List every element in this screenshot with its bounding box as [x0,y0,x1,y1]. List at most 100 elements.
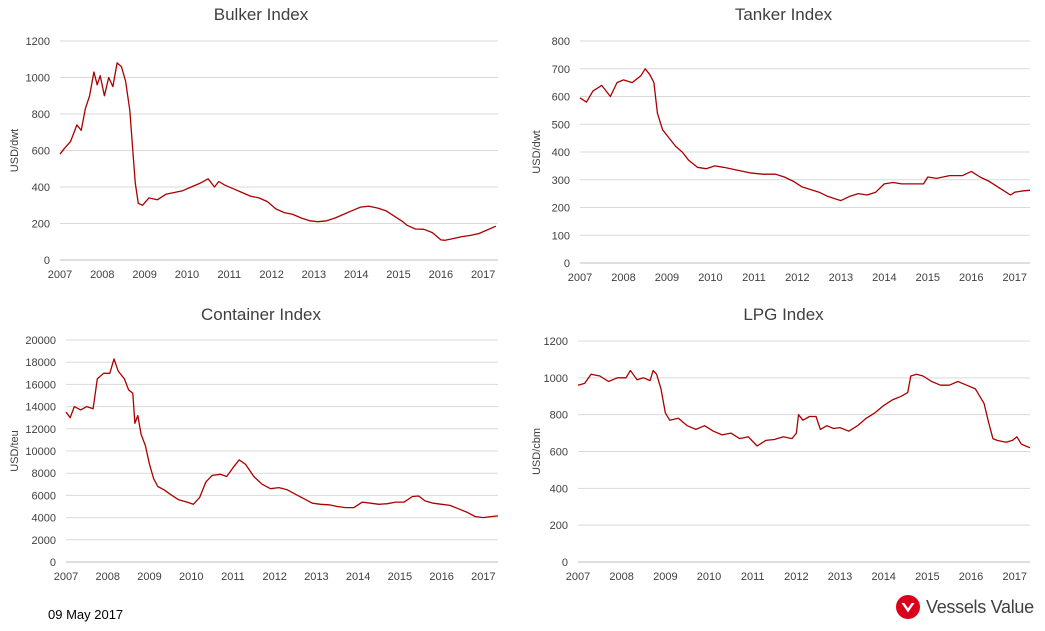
x-tick-label: 2010 [175,269,199,281]
x-tick-label: 2017 [1003,272,1027,284]
tanker-index-chart: Tanker Index USD/dwt 0 100 200 300 400 500 600 70… [522,0,1045,300]
tanker-index-title: Tanker Index [735,5,833,24]
x-tick-label: 2014 [344,269,368,281]
container-index-svg: Container Index USD/teu 0 2000 4000 6000 8000 1… [9,305,499,583]
container-index-series-line [65,358,499,519]
y-tick-label: 700 [552,64,570,76]
y-tick-label: 20000 [25,335,56,347]
x-tick-label: 2013 [828,571,852,583]
tanker-index-y-axis-label: USD/dwt [531,130,543,173]
y-tick-label: 0 [44,255,50,267]
brand-name: Vessels Value [926,596,1034,617]
x-tick-label: 2017 [471,571,495,583]
vessels-value-logo: Vessels Value [896,594,1034,620]
y-tick-label: 200 [552,203,570,215]
y-tick-label: 200 [550,520,568,532]
x-tick-label: 2007 [568,272,592,284]
x-tick-label: 2016 [959,272,983,284]
x-tick-label: 2017 [1002,571,1026,583]
x-tick-label: 2015 [916,272,940,284]
y-tick-label: 400 [32,182,50,194]
x-tick-label: 2014 [872,272,896,284]
y-tick-label: 2000 [32,535,56,547]
report-date: 09 May 2017 [48,607,124,622]
y-tick-label: 16000 [25,379,56,391]
x-tick-label: 2007 [48,269,72,281]
lpg-index-svg: LPG Index USD/cbm 0 200 400 600 800 1000 1200 200… [531,305,1031,583]
x-tick-label: 2009 [655,272,679,284]
bulker-index-y-axis-label: USD/dwt [9,129,21,172]
y-tick-label: 1000 [26,73,50,85]
container-index-title: Container Index [201,305,322,324]
y-tick-label: 0 [50,557,56,569]
x-tick-label: 2012 [785,272,809,284]
x-tick-label: 2011 [217,269,241,281]
y-tick-label: 14000 [25,402,56,414]
x-tick-label: 2013 [302,269,326,281]
x-tick-label: 2011 [741,571,765,583]
x-tick-label: 2011 [221,571,245,583]
x-tick-label: 2008 [90,269,114,281]
container-index-chart: Container Index USD/teu 0 2000 4000 6000 8000 1… [0,300,522,600]
x-tick-label: 2015 [388,571,412,583]
tanker-index-series-line [579,68,1031,202]
lpg-index-title: LPG Index [743,305,824,324]
x-tick-label: 2011 [742,272,766,284]
bulker-index-title: Bulker Index [214,5,309,24]
y-tick-label: 10000 [25,446,56,458]
x-tick-label: 2010 [697,571,721,583]
y-tick-label: 1000 [544,373,568,385]
y-tick-label: 600 [550,447,568,459]
bulker-index-svg: Bulker Index USD/dwt 0 200 400 600 800 1000 1200… [9,5,498,281]
y-tick-label: 0 [562,557,568,569]
x-tick-label: 2017 [471,269,495,281]
y-tick-label: 1200 [26,36,50,48]
y-tick-label: 400 [552,147,570,159]
x-tick-label: 2014 [346,571,370,583]
x-tick-label: 2012 [784,571,808,583]
y-tick-label: 800 [552,36,570,48]
bulker-index-chart: Bulker Index USD/dwt 0 200 400 600 800 1000 1200… [0,0,522,300]
y-tick-label: 4000 [32,513,56,525]
y-tick-label: 1200 [544,336,568,348]
y-tick-label: 0 [564,258,570,270]
x-tick-label: 2008 [95,571,119,583]
bulker-index-series-line [59,62,497,241]
y-tick-label: 300 [552,175,570,187]
x-tick-label: 2016 [959,571,983,583]
y-tick-label: 500 [552,119,570,131]
x-tick-label: 2008 [611,272,635,284]
x-tick-label: 2016 [429,571,453,583]
lpg-index-series-line [577,369,1031,449]
y-tick-label: 8000 [32,468,56,480]
x-tick-label: 2007 [566,571,590,583]
x-tick-label: 2015 [386,269,410,281]
lpg-index-y-axis-label: USD/cbm [531,428,543,475]
y-tick-label: 6000 [32,490,56,502]
x-tick-label: 2009 [132,269,156,281]
tanker-index-svg: Tanker Index USD/dwt 0 100 200 300 400 500 600 70… [531,5,1031,284]
x-tick-label: 2012 [262,571,286,583]
x-tick-label: 2008 [609,571,633,583]
x-tick-label: 2012 [259,269,283,281]
x-tick-label: 2015 [915,571,939,583]
x-tick-label: 2013 [304,571,328,583]
x-tick-label: 2013 [829,272,853,284]
x-tick-label: 2010 [698,272,722,284]
container-index-y-axis-label: USD/teu [9,430,21,472]
x-tick-label: 2010 [179,571,203,583]
y-tick-label: 600 [552,92,570,104]
x-tick-label: 2007 [54,571,78,583]
y-tick-label: 200 [32,219,50,231]
vessels-value-logo-icon [896,595,920,619]
y-tick-label: 12000 [25,424,56,436]
y-tick-label: 18000 [25,357,56,369]
x-tick-label: 2009 [137,571,161,583]
x-tick-label: 2009 [653,571,677,583]
y-tick-label: 600 [32,146,50,158]
y-tick-label: 800 [550,410,568,422]
x-tick-label: 2014 [871,571,895,583]
y-tick-label: 800 [32,109,50,121]
y-tick-label: 100 [552,230,570,242]
y-tick-label: 400 [550,483,568,495]
